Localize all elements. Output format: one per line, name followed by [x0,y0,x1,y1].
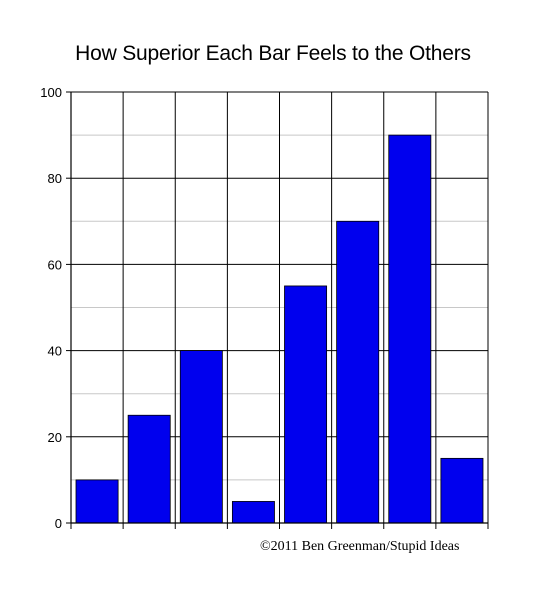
copyright-credit: ©2011 Ben Greenman/Stupid Ideas [260,539,460,554]
y-tick-label: 100 [40,85,62,100]
y-tick-label: 80 [48,171,62,186]
bar [336,220,380,524]
bar [388,134,432,524]
y-tick-label: 40 [48,344,62,359]
axes: 0 20 40 60 80 100 [40,85,489,531]
y-tick-label: 0 [55,516,62,531]
bar [127,414,171,524]
bars [75,134,484,524]
bar [75,479,119,524]
bar [231,501,275,524]
bar [179,350,223,524]
bar [284,285,328,524]
chart-title: How Superior Each Bar Feels to the Other… [75,42,471,65]
y-tick-label: 20 [48,430,62,445]
y-tick-label: 60 [48,257,62,272]
bar [440,457,484,524]
grid-lines [71,91,489,523]
